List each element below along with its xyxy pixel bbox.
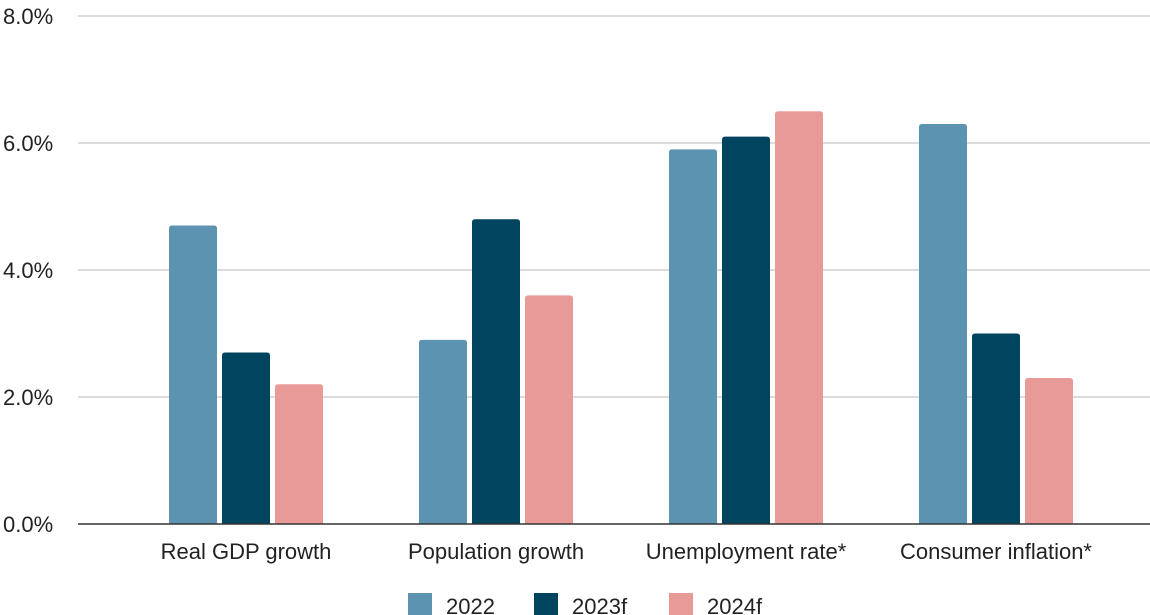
bar-2022-2 bbox=[669, 149, 717, 524]
x-axis-categories: Real GDP growth Population growth Unemploy… bbox=[161, 539, 1093, 564]
bar-2023f-2 bbox=[722, 136, 770, 524]
y-tick-label: 6.0% bbox=[3, 131, 53, 156]
legend-item-2022: 2022 bbox=[408, 593, 495, 615]
legend-label: 2022 bbox=[446, 594, 495, 615]
y-tick-label: 8.0% bbox=[3, 4, 53, 29]
bar-2023f-3 bbox=[972, 333, 1020, 524]
legend: 2022 2023f 2024f bbox=[408, 593, 763, 615]
bar-2023f-0 bbox=[222, 352, 270, 524]
bar-2024f-3 bbox=[1025, 377, 1073, 524]
legend-item-2023f: 2023f bbox=[534, 593, 628, 615]
gridlines bbox=[78, 15, 1150, 398]
legend-item-2024f: 2024f bbox=[669, 593, 763, 615]
y-axis-ticks: 0.0% 2.0% 4.0% 6.0% 8.0% bbox=[3, 4, 53, 537]
bar-2022-1 bbox=[419, 339, 467, 524]
x-category-label: Unemployment rate* bbox=[646, 539, 847, 564]
bar-2022-3 bbox=[919, 123, 967, 524]
bar-2024f-1 bbox=[525, 295, 573, 524]
legend-swatch bbox=[669, 593, 693, 615]
legend-label: 2023f bbox=[572, 594, 628, 615]
x-category-label: Consumer inflation* bbox=[900, 539, 1092, 564]
bar-2024f-0 bbox=[275, 384, 323, 524]
y-tick-label: 2.0% bbox=[3, 385, 53, 410]
bar-2024f-2 bbox=[775, 111, 823, 524]
bar-2022-0 bbox=[169, 225, 217, 525]
bars bbox=[169, 111, 1073, 525]
x-category-label: Population growth bbox=[408, 539, 584, 564]
legend-label: 2024f bbox=[707, 594, 763, 615]
legend-swatch bbox=[534, 593, 558, 615]
y-tick-label: 0.0% bbox=[3, 512, 53, 537]
bar-2023f-1 bbox=[472, 219, 520, 524]
legend-swatch bbox=[408, 593, 432, 615]
x-category-label: Real GDP growth bbox=[161, 539, 332, 564]
y-tick-label: 4.0% bbox=[3, 258, 53, 283]
